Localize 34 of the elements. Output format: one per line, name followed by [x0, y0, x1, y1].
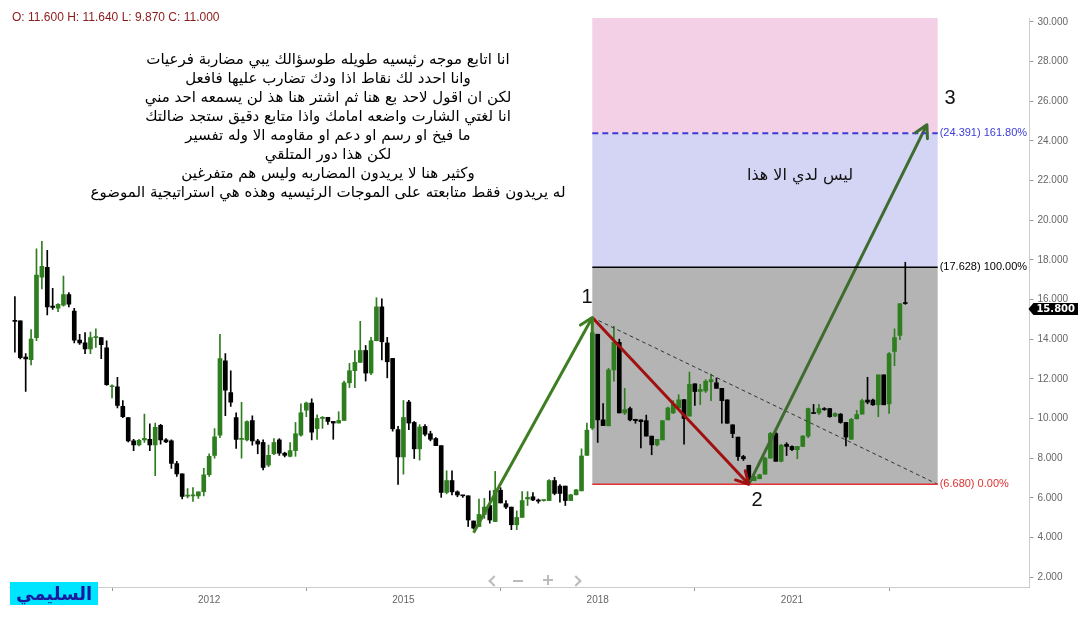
- y-tick-label: 26.000: [1037, 95, 1069, 107]
- y-tick-label: 24.000: [1037, 134, 1069, 146]
- ref-line-label: (24.391) 161.80%: [939, 126, 1028, 139]
- y-tick-label: 20.000: [1037, 213, 1069, 225]
- chart-title: O: 11.600 H: 11.640 L: 9.870 C: 11.000: [12, 10, 220, 24]
- y-tick-label: 12.000: [1037, 372, 1069, 384]
- ref-line-label: (17.628) 100.00%: [939, 260, 1028, 273]
- y-tick-label: 4.000: [1037, 531, 1063, 543]
- annotation: ليس لدي الا هذا: [746, 165, 854, 186]
- y-tick-label: 30.000: [1037, 15, 1069, 27]
- ref-line-label: (6.680) 0.00%: [939, 477, 1009, 490]
- y-tick-label: 10.000: [1037, 412, 1069, 424]
- y-tick-label: 2.000: [1037, 570, 1063, 582]
- y-tick-label: 6.000: [1037, 491, 1063, 503]
- candlestick: [147, 423, 153, 451]
- x-tick-label: 2015: [392, 593, 415, 605]
- annotation: 1: [581, 284, 593, 307]
- annotation: السليمي: [10, 582, 99, 605]
- x-tick-label: 2018: [586, 593, 610, 605]
- y-tick-label: 16.000: [1037, 293, 1069, 305]
- text: 15.800: [1036, 302, 1076, 314]
- annotation: 2: [751, 487, 763, 510]
- y-tick-label: 18.000: [1037, 253, 1069, 265]
- y-tick-label: 8.000: [1037, 451, 1063, 463]
- x-tick-label: 2012: [198, 593, 221, 605]
- y-tick-label: 14.000: [1037, 332, 1069, 344]
- candlestick: [622, 388, 628, 415]
- x-tick-label: 2021: [780, 593, 804, 605]
- y-tick-label: 22.000: [1037, 174, 1069, 186]
- candlestick: [109, 384, 115, 399]
- y-tick-label: 28.000: [1037, 55, 1069, 67]
- annotation: 3: [944, 85, 956, 108]
- annotation: انا اتابع موجه رئيسيه طويله طوسؤالك يبي مضاربة فرعيات وانا احدد لك نقاط اذا ودك تضارب عليها فافعل لكن ان اقول لاحد بع هنا ثم اشتر هنا هذ لن يسمعه احد مني انا لغتي الشارت واضعه امامك واذا متابع دقيق ستجد ضالتك ما فيخ او رسم او دعم او مقاومه الا وله تفسير لكن هذا دور المتلقي وكثير هنا لا يريدون المضاربه وليس هم متفرغين له يريدون فقط متابعته على الموجات الرئيسيه وهذه هي استراتيجية الموضوع: [89, 50, 567, 202]
- candlestick: [330, 421, 336, 440]
